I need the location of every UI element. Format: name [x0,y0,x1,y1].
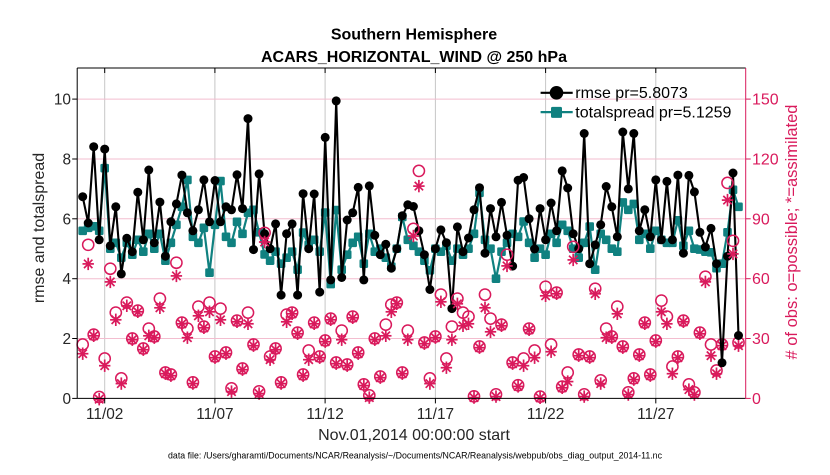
svg-text:rmse and totalspread: rmse and totalspread [31,153,48,303]
svg-text:0: 0 [62,391,71,408]
svg-text:data file: /Users/gharamti/Doc: data file: /Users/gharamti/Documents/NCA… [168,451,663,461]
svg-text:11/12: 11/12 [306,406,343,423]
svg-text:rmse pr=5.8073: rmse pr=5.8073 [575,85,688,102]
svg-text:90: 90 [752,211,770,228]
svg-text:6: 6 [62,211,71,228]
svg-text:11/02: 11/02 [86,406,123,423]
svg-text:8: 8 [62,152,71,169]
svg-text:totalspread pr=5.1259: totalspread pr=5.1259 [575,105,731,122]
svg-text:120: 120 [752,152,779,169]
svg-text:10: 10 [54,92,71,109]
svg-text:30: 30 [752,331,770,348]
svg-text:60: 60 [752,271,770,288]
svg-text:150: 150 [752,92,779,109]
svg-text:# of obs: o=possible; *=assimi: # of obs: o=possible; *=assimilated [783,105,801,360]
svg-text:11/07: 11/07 [196,406,233,423]
svg-text:0: 0 [752,391,761,408]
svg-text:Nov.01,2014 00:00:00 start: Nov.01,2014 00:00:00 start [318,427,510,444]
svg-text:11/17: 11/17 [417,406,454,423]
svg-text:2: 2 [62,331,71,348]
svg-text:Southern Hemisphere: Southern Hemisphere [331,27,497,44]
svg-text:11/27: 11/27 [637,406,674,423]
svg-text:ACARS_HORIZONTAL_WIND @ 250 hP: ACARS_HORIZONTAL_WIND @ 250 hPa [261,49,567,66]
svg-text:11/22: 11/22 [527,406,564,423]
svg-text:4: 4 [62,271,71,288]
